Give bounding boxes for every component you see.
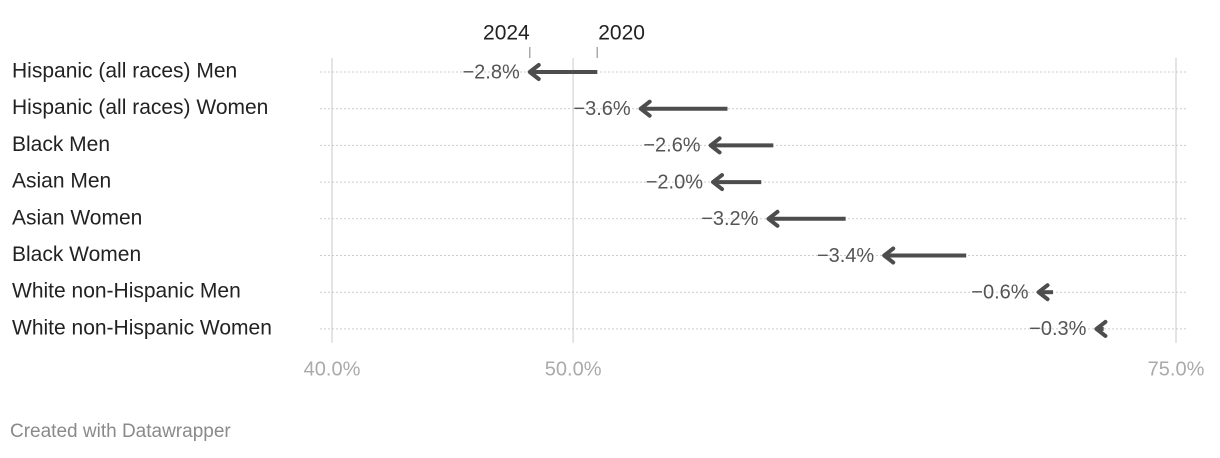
category-label: Asian Women [12, 206, 142, 229]
value-label: −0.3% [1029, 318, 1086, 340]
value-label: −2.6% [643, 135, 700, 157]
value-label: −3.2% [701, 208, 758, 230]
arrow-head [766, 209, 780, 228]
x-tick-label: 40.0% [304, 358, 361, 380]
arrow-head [711, 173, 725, 192]
value-label: −2.8% [462, 61, 519, 83]
arrow-head [527, 63, 541, 81]
value-label: −2.0% [646, 171, 703, 193]
value-label: −3.6% [573, 98, 630, 120]
x-tick-label: 75.0% [1148, 358, 1205, 380]
category-label: Black Men [12, 133, 110, 156]
legend-label: 2020 [598, 22, 645, 45]
arrow-head [1094, 319, 1108, 338]
value-label: −0.6% [971, 281, 1028, 303]
category-label: Asian Men [12, 170, 111, 193]
arrow-head [882, 246, 896, 265]
category-label: White non-Hispanic Women [12, 316, 272, 339]
category-label: White non-Hispanic Men [12, 280, 241, 303]
arrow-head [708, 136, 722, 155]
arrow-head [1036, 283, 1050, 302]
value-label: −3.4% [817, 245, 874, 267]
category-label: Hispanic (all races) Men [12, 60, 237, 83]
x-tick-label: 50.0% [545, 358, 602, 380]
footer: Created with Datawrapper [10, 421, 231, 442]
legend-label: 2024 [483, 22, 530, 45]
category-label: Hispanic (all races) Women [12, 96, 268, 119]
category-label: Black Women [12, 243, 141, 266]
arrow-head [638, 99, 652, 118]
